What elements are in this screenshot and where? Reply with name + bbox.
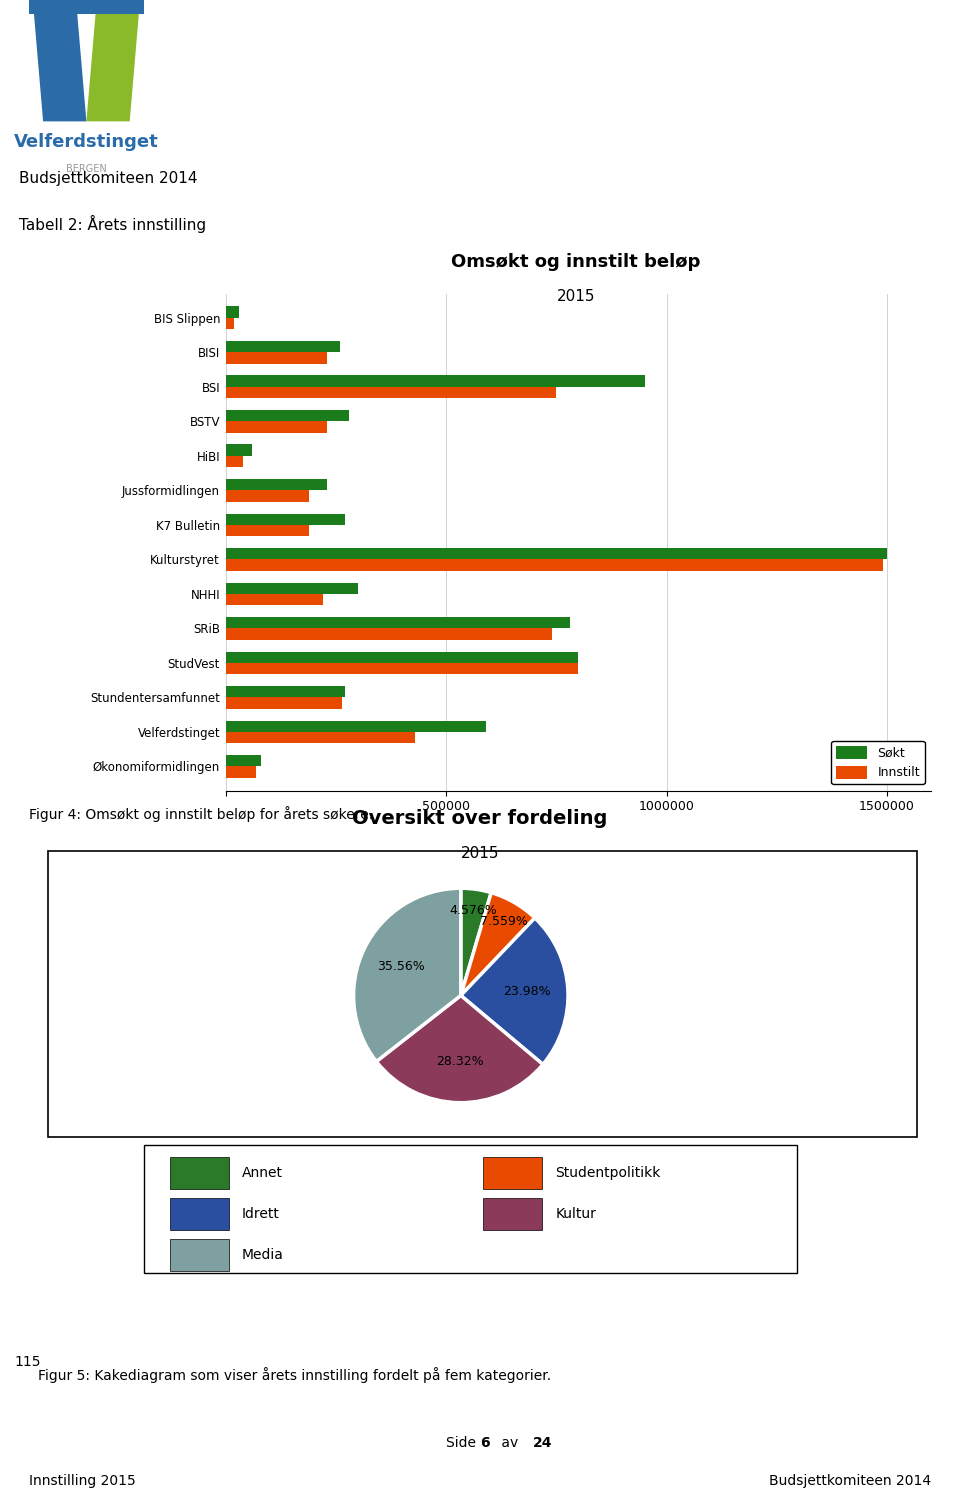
Text: 2015: 2015 bbox=[461, 846, 499, 861]
Bar bbox=[226, 526, 309, 536]
Polygon shape bbox=[34, 11, 86, 122]
Bar bbox=[29, 0, 144, 14]
Text: av: av bbox=[497, 1435, 523, 1450]
Wedge shape bbox=[461, 889, 492, 995]
Bar bbox=[226, 491, 309, 501]
Bar bbox=[226, 767, 256, 779]
Bar bbox=[226, 697, 343, 709]
Text: Side: Side bbox=[445, 1435, 480, 1450]
Bar bbox=[226, 444, 252, 456]
Text: Studentpolitikk: Studentpolitikk bbox=[555, 1166, 660, 1179]
Text: 23.98%: 23.98% bbox=[503, 985, 551, 998]
Text: BERGEN: BERGEN bbox=[66, 164, 107, 175]
Bar bbox=[170, 1238, 228, 1271]
Bar bbox=[226, 687, 345, 697]
Bar bbox=[226, 422, 327, 432]
Bar bbox=[226, 306, 239, 318]
Text: 7.559%: 7.559% bbox=[480, 914, 528, 928]
Text: 6: 6 bbox=[480, 1435, 490, 1450]
Bar bbox=[484, 1157, 542, 1188]
Text: Annet: Annet bbox=[242, 1166, 283, 1179]
Text: Velferdstinget: Velferdstinget bbox=[14, 133, 158, 151]
Bar bbox=[170, 1157, 228, 1188]
Text: Innstilling 2015: Innstilling 2015 bbox=[29, 1474, 135, 1488]
Text: Idrett: Idrett bbox=[242, 1206, 279, 1221]
Bar bbox=[226, 628, 552, 640]
Text: 2015: 2015 bbox=[557, 289, 595, 304]
Wedge shape bbox=[461, 893, 535, 995]
Bar bbox=[226, 559, 882, 571]
Text: Omsøkt og innstilt beløp: Omsøkt og innstilt beløp bbox=[451, 253, 701, 271]
Bar bbox=[226, 652, 578, 663]
Bar bbox=[226, 340, 340, 352]
Bar bbox=[226, 755, 261, 767]
Wedge shape bbox=[376, 995, 543, 1102]
Bar bbox=[226, 410, 349, 422]
Bar bbox=[226, 387, 557, 398]
FancyBboxPatch shape bbox=[48, 851, 917, 1137]
Bar bbox=[226, 318, 234, 330]
Text: 24: 24 bbox=[533, 1435, 552, 1450]
Bar bbox=[226, 732, 416, 744]
Wedge shape bbox=[353, 889, 461, 1062]
Bar bbox=[226, 514, 345, 526]
Text: Budsjettkomiteen 2014: Budsjettkomiteen 2014 bbox=[769, 1474, 931, 1488]
Bar bbox=[484, 1197, 542, 1230]
Polygon shape bbox=[86, 11, 139, 122]
Bar bbox=[226, 663, 578, 675]
Text: Media: Media bbox=[242, 1247, 284, 1262]
Text: Budsjettkomiteen 2014: Budsjettkomiteen 2014 bbox=[19, 172, 198, 187]
Text: 35.56%: 35.56% bbox=[377, 959, 425, 973]
Bar bbox=[226, 375, 644, 387]
Legend: Søkt, Innstilt: Søkt, Innstilt bbox=[831, 741, 924, 785]
Wedge shape bbox=[461, 919, 568, 1065]
Bar bbox=[226, 456, 243, 467]
Bar bbox=[226, 479, 327, 491]
Text: 115: 115 bbox=[14, 1355, 41, 1369]
Bar bbox=[170, 1197, 228, 1230]
Bar bbox=[226, 593, 323, 605]
Text: Figur 5: Kakediagram som viser årets innstilling fordelt på fem kategorier.: Figur 5: Kakediagram som viser årets inn… bbox=[38, 1367, 552, 1384]
Text: Figur 4: Omsøkt og innstilt beløp for årets søkere.: Figur 4: Omsøkt og innstilt beløp for år… bbox=[29, 806, 372, 822]
FancyBboxPatch shape bbox=[144, 1145, 797, 1273]
Text: Kultur: Kultur bbox=[555, 1206, 596, 1221]
Bar bbox=[226, 352, 327, 364]
Text: Tabell 2: Årets innstilling: Tabell 2: Årets innstilling bbox=[19, 215, 206, 233]
Bar bbox=[226, 548, 887, 559]
Bar bbox=[226, 583, 358, 593]
Text: 4.576%: 4.576% bbox=[449, 904, 497, 917]
Text: Oversikt over fordeling: Oversikt over fordeling bbox=[352, 809, 608, 828]
Bar bbox=[226, 617, 569, 628]
Text: 28.32%: 28.32% bbox=[436, 1056, 484, 1068]
Bar bbox=[226, 720, 486, 732]
